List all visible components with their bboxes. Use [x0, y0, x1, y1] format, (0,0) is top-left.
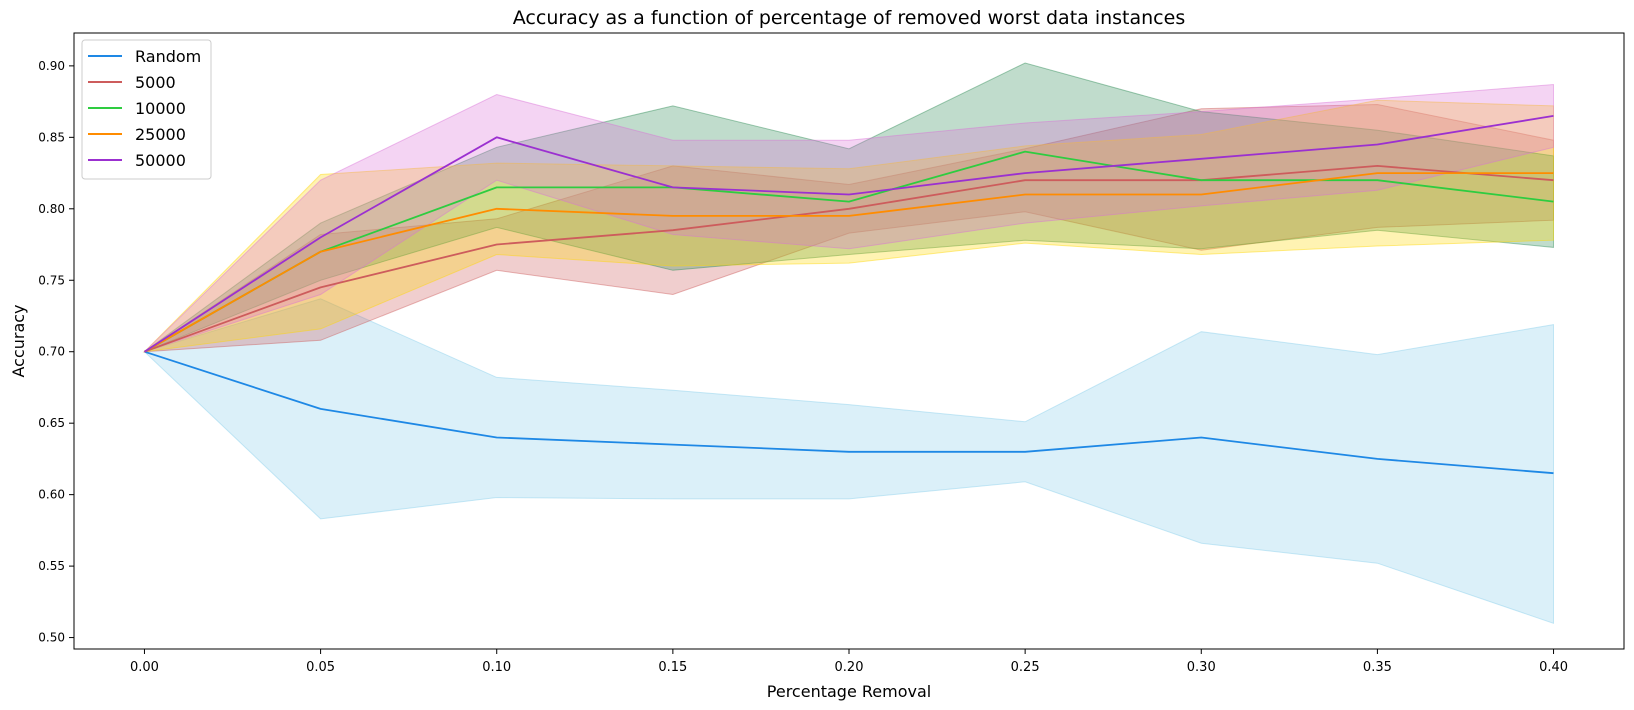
confidence-bands	[142, 62, 1554, 624]
x-tick-label: 0.00	[130, 660, 159, 675]
legend-label: 5000	[135, 73, 176, 92]
y-tick-label: 0.75	[38, 273, 65, 287]
x-tick-label: 0.40	[1539, 660, 1568, 675]
legend-label: 50000	[135, 151, 186, 170]
series-lines	[144, 115, 1554, 475]
x-axis-label: Percentage Removal	[767, 682, 931, 701]
x-tick-label: 0.10	[482, 660, 511, 675]
y-axis-label: Accuracy	[9, 304, 28, 377]
x-tick-label: 0.30	[1187, 660, 1216, 675]
legend-label: Random	[135, 47, 201, 66]
line-series-4	[144, 115, 1554, 353]
x-tick-label: 0.20	[835, 660, 864, 675]
y-axis-ticks: 0.50 0.55 0.60 0.65 0.70 0.75 0.80 0.85 0.90	[38, 59, 74, 645]
line-series-3	[144, 172, 1554, 353]
x-tick-label: 0.15	[658, 660, 687, 675]
band-series-2	[144, 62, 1554, 353]
legend-box	[81, 39, 212, 180]
line-series-1	[144, 164, 1554, 353]
y-tick-label: 0.60	[38, 488, 65, 502]
y-tick-label: 0.65	[38, 416, 65, 430]
x-axis-ticks: 0.00 0.05 0.10 0.15 0.20 0.25 0.30 0.35 0.40	[130, 649, 1568, 675]
x-tick-label: 0.25	[1011, 660, 1040, 675]
legend-label: 10000	[135, 99, 186, 118]
x-tick-label: 0.35	[1363, 660, 1392, 675]
legend: Random 5000 10000 25000 50000	[81, 39, 212, 180]
legend-label: 25000	[135, 125, 186, 144]
y-tick-label: 0.50	[38, 631, 65, 645]
x-tick-label: 0.05	[306, 660, 335, 675]
band-series-0	[143, 298, 1554, 624]
y-tick-label: 0.85	[38, 130, 65, 144]
y-tick-label: 0.55	[38, 559, 65, 573]
y-tick-label: 0.90	[38, 59, 65, 73]
y-tick-label: 0.70	[38, 345, 65, 359]
chart-title: Accuracy as a function of percentage of …	[513, 7, 1185, 29]
y-tick-label: 0.80	[38, 202, 65, 216]
line-series-0	[144, 350, 1554, 475]
